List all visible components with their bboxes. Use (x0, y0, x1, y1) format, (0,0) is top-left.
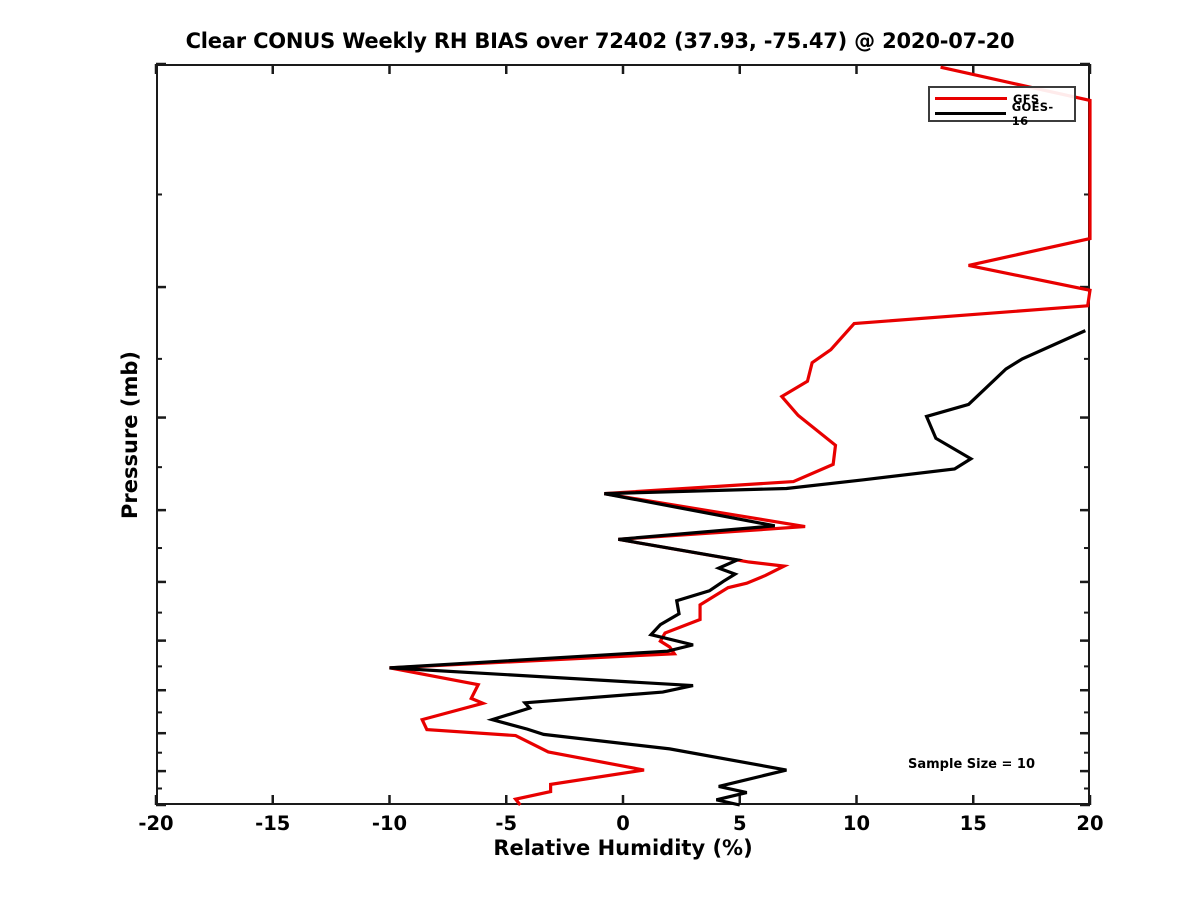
legend-swatch-gfs (935, 97, 1007, 100)
x-tick-label: 15 (959, 812, 987, 835)
x-tick-label: -5 (495, 812, 518, 835)
chart-title: Clear CONUS Weekly RH BIAS over 72402 (3… (185, 29, 1015, 53)
series-line-goes-16 (389, 329, 1086, 807)
y-axis-label: Pressure (mb) (117, 350, 142, 519)
legend-label-goes16: GOES-16 (1011, 99, 1054, 128)
x-tick-label: 0 (616, 812, 630, 835)
x-tick-label: 20 (1076, 812, 1104, 835)
x-tick-label: -10 (371, 812, 408, 835)
x-tick-label: 5 (732, 812, 747, 835)
legend-label-gfs: GFS (1013, 91, 1040, 106)
x-tick-label: -15 (255, 812, 291, 835)
legend-entry-gfs: GFS (935, 91, 1069, 106)
legend-entry-goes16: GOES-16 (935, 100, 1069, 128)
legend-swatch-goes16 (935, 112, 1006, 115)
axis-ticks (154, 62, 1092, 807)
series-line-gfs (389, 65, 1092, 806)
legend: GFS GOES-16 (928, 86, 1076, 128)
data-series-layer (389, 65, 1092, 807)
y-axis-label-container: Pressure (mb) (62, 64, 142, 805)
x-axis-label: Relative Humidity (%) (493, 836, 753, 860)
x-tick-label: -20 (138, 812, 174, 835)
plot-area (154, 62, 1092, 807)
x-tick-label: 10 (842, 812, 871, 835)
sample-size-annotation: Sample Size = 10 (908, 757, 1036, 772)
